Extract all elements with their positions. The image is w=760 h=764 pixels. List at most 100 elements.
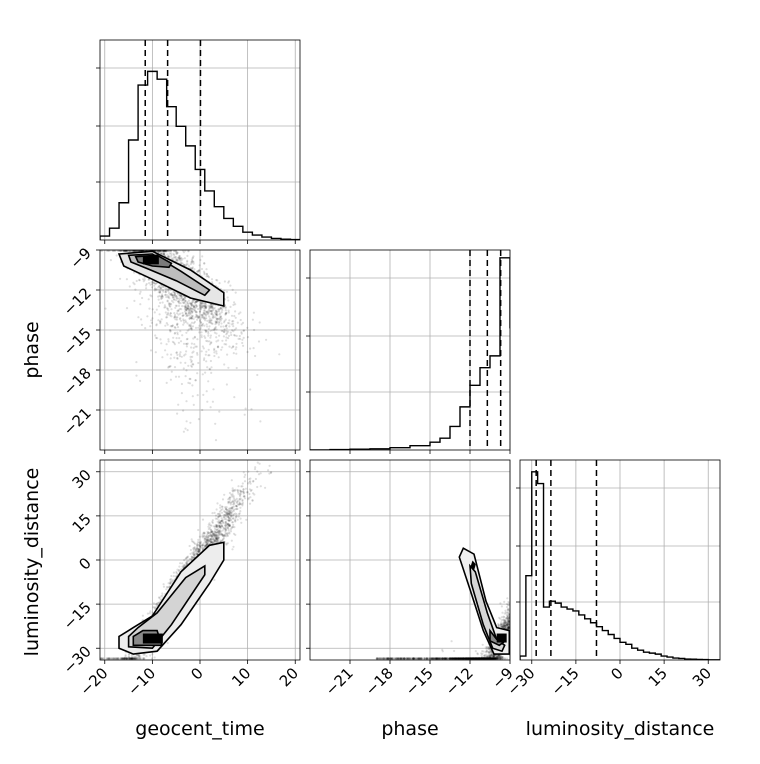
scatter-point: [189, 422, 191, 424]
scatter-point: [219, 507, 221, 509]
scatter-point: [162, 291, 164, 293]
scatter-point: [221, 512, 223, 514]
scatter-point: [167, 290, 169, 292]
scatter-point: [220, 349, 222, 351]
scatter-point: [163, 586, 165, 588]
scatter-point: [177, 404, 179, 406]
scatter-point: [206, 390, 208, 392]
scatter-point: [191, 384, 193, 386]
scatter-point: [193, 554, 195, 556]
scatter-point: [186, 420, 188, 422]
scatter-point: [220, 322, 222, 324]
scatter-point: [232, 524, 234, 526]
scatter-point: [197, 394, 199, 396]
scatter-point: [216, 318, 218, 320]
scatter-point: [176, 351, 178, 353]
scatter-point: [238, 513, 240, 515]
scatter-point: [232, 289, 234, 291]
scatter-point: [187, 365, 189, 367]
scatter-point: [146, 283, 148, 285]
scatter-point: [217, 346, 219, 348]
scatter-point: [186, 345, 188, 347]
scatter-point: [192, 337, 194, 339]
scatter-point: [203, 273, 205, 275]
scatter-point: [213, 348, 215, 350]
scatter-point: [172, 341, 174, 343]
scatter-point: [210, 319, 212, 321]
scatter-point: [139, 303, 141, 305]
scatter-point: [179, 355, 181, 357]
scatter-point: [217, 534, 219, 536]
scatter-point: [231, 315, 233, 317]
scatter-point: [235, 292, 237, 294]
scatter-point: [128, 657, 130, 659]
scatter-point: [166, 586, 168, 588]
scatter-point: [200, 301, 202, 303]
scatter-point: [177, 300, 179, 302]
scatter-point: [225, 525, 227, 527]
scatter-point: [214, 332, 216, 334]
scatter-point: [178, 309, 180, 311]
scatter-point: [208, 325, 210, 327]
scatter-point: [233, 533, 235, 535]
scatter-point: [205, 354, 207, 356]
scatter-point: [163, 253, 165, 255]
scatter-point: [241, 503, 243, 505]
scatter-point: [206, 320, 208, 322]
scatter-point: [242, 488, 244, 490]
scatter-point: [205, 330, 207, 332]
scatter-point: [236, 367, 238, 369]
scatter-point: [158, 596, 160, 598]
scatter-point: [280, 452, 282, 454]
scatter-point: [153, 602, 155, 604]
scatter-point: [210, 335, 212, 337]
scatter-point: [246, 491, 248, 493]
scatter-point: [187, 303, 189, 305]
panel-1-0: [70, 250, 300, 450]
scatter-point: [169, 582, 171, 584]
scatter-point: [212, 519, 214, 521]
scatter-point: [181, 312, 183, 314]
scatter-point: [139, 655, 141, 657]
scatter-point: [225, 508, 227, 510]
scatter-point: [247, 336, 249, 338]
scatter-point: [214, 423, 216, 425]
scatter-point: [140, 291, 142, 293]
scatter-point: [153, 285, 155, 287]
scatter-point: [151, 657, 153, 659]
scatter-point: [240, 319, 242, 321]
scatter-point: [235, 348, 237, 350]
scatter-point: [208, 349, 210, 351]
scatter-point: [105, 657, 107, 659]
scatter-point: [187, 429, 189, 431]
scatter-point: [222, 529, 224, 531]
scatter-point: [168, 582, 170, 584]
scatter-point: [179, 318, 181, 320]
scatter-point: [169, 330, 171, 332]
scatter-point: [183, 314, 185, 316]
scatter-point: [111, 657, 113, 659]
scatter-point: [170, 315, 172, 317]
scatter-point: [180, 308, 182, 310]
scatter-point: [245, 519, 247, 521]
scatter-point: [243, 495, 245, 497]
scatter-point: [151, 317, 153, 319]
scatter-point: [155, 351, 157, 353]
scatter-point: [228, 531, 230, 533]
scatter-point: [212, 401, 214, 403]
xlabel-luminosity-distance: luminosity_distance: [526, 718, 715, 740]
panel-2-0: [75, 430, 300, 660]
scatter-point: [191, 343, 193, 345]
scatter-point: [262, 457, 264, 459]
scatter-point: [70, 250, 72, 252]
scatter-point: [216, 518, 218, 520]
scatter-point: [146, 315, 148, 317]
scatter-point: [159, 290, 161, 292]
scatter-point: [196, 346, 198, 348]
scatter-point: [199, 536, 201, 538]
scatter-point: [235, 317, 237, 319]
scatter-point: [182, 324, 184, 326]
scatter-point: [156, 309, 158, 311]
scatter-point: [162, 296, 164, 298]
scatter-point: [181, 562, 183, 564]
